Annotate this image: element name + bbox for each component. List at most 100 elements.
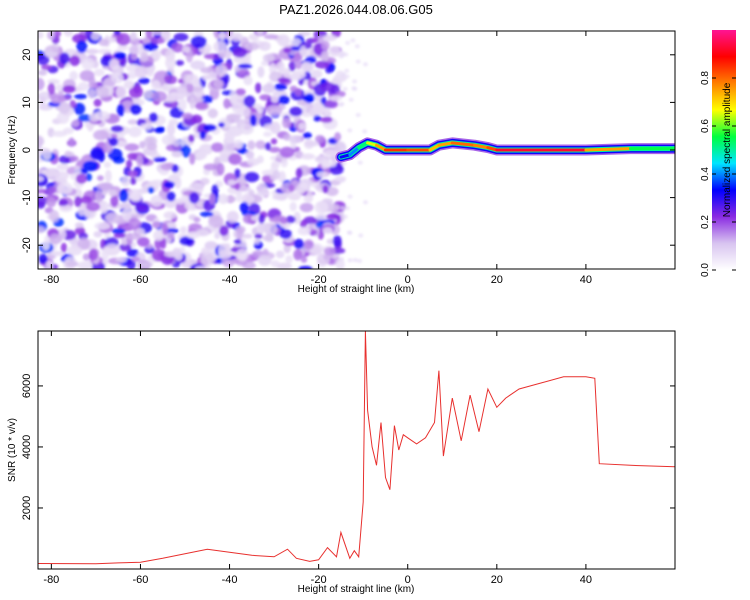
heatmap-cell xyxy=(97,48,112,55)
heatmap-cell xyxy=(347,230,353,235)
heatmap-cell xyxy=(245,150,255,159)
heatmap-cell xyxy=(38,226,46,234)
heatmap-cell xyxy=(235,259,248,266)
heatmap-cell xyxy=(294,88,302,96)
heatmap-cell xyxy=(69,70,78,81)
heatmap-cell xyxy=(73,102,86,115)
heatmap-cell xyxy=(304,141,320,147)
heatmap-cell xyxy=(322,227,333,234)
heatmap-cell xyxy=(314,201,329,214)
heatmap-cell xyxy=(298,265,313,269)
heatmap-cell xyxy=(113,31,121,36)
heatmap-cell xyxy=(211,184,219,196)
heatmap-cell xyxy=(181,112,193,120)
heatmap-cell xyxy=(279,217,289,224)
heatmap-cell xyxy=(98,38,109,47)
heatmap-cell xyxy=(204,241,218,250)
heatmap-cell xyxy=(199,130,207,140)
heatmap-cell xyxy=(216,162,225,176)
heatmap-cell xyxy=(215,64,228,76)
x-tick-label: -20 xyxy=(311,274,327,286)
y-tick-label: 6000 xyxy=(21,374,33,398)
heatmap-cell xyxy=(239,180,247,188)
heatmap-cell xyxy=(78,114,93,122)
heatmap-cell xyxy=(127,152,138,161)
heatmap-cell xyxy=(355,113,361,117)
heatmap-cell xyxy=(354,44,360,49)
heatmap-cell xyxy=(196,229,210,237)
x-tick-label: -80 xyxy=(43,274,59,286)
heatmap-cell xyxy=(103,161,111,168)
heatmap-cell xyxy=(201,74,211,81)
heatmap-cell xyxy=(49,233,63,245)
heatmap-cell xyxy=(192,183,205,189)
heatmap-cell xyxy=(88,76,96,85)
heatmap-cell xyxy=(212,79,224,89)
heatmap-cell xyxy=(270,260,280,268)
heatmap-cell xyxy=(90,32,101,41)
heatmap-cell xyxy=(74,165,81,177)
heatmap-cell xyxy=(270,121,281,134)
heatmap-cell xyxy=(199,211,214,217)
heatmap-cell xyxy=(279,229,292,239)
heatmap-cell xyxy=(77,205,86,216)
heatmap-cell xyxy=(299,219,308,229)
heatmap-cell xyxy=(249,114,257,127)
heatmap-cell xyxy=(247,140,256,150)
heatmap-cell xyxy=(190,35,207,49)
heatmap-cell xyxy=(171,164,179,173)
heatmap-cell xyxy=(171,42,184,53)
heatmap-cell xyxy=(339,257,344,261)
heatmap-cell xyxy=(121,176,131,187)
heatmap-cell xyxy=(314,60,330,69)
heatmap-cell xyxy=(352,79,358,84)
heatmap-cell xyxy=(38,77,45,91)
heatmap-cell xyxy=(320,50,329,62)
heatmap-cell xyxy=(77,261,93,269)
heatmap-cell xyxy=(280,158,288,168)
y-tick-label: -20 xyxy=(21,237,33,253)
heatmap-cell xyxy=(226,113,242,120)
spectrogram-panel: -80 -60 -40 -20 0 20 40 -20 -10 0 10 20 Height of … xyxy=(7,30,676,295)
heatmap-cell xyxy=(88,88,96,99)
heatmap-cell xyxy=(168,119,179,126)
heatmap-cell xyxy=(134,65,148,78)
x-tick-label: -60 xyxy=(133,274,149,286)
heatmap-cell xyxy=(282,117,292,129)
heatmap-cell xyxy=(244,42,260,51)
heatmap-cell xyxy=(255,140,266,150)
heatmap-cell xyxy=(175,60,185,66)
heatmap-cell xyxy=(46,197,57,208)
heatmap-cell xyxy=(313,115,322,122)
heatmap-cell xyxy=(59,52,70,65)
heatmap-cell xyxy=(232,101,243,114)
heatmap-cell xyxy=(139,141,146,149)
heatmap-cell xyxy=(126,248,139,258)
heatmap-cell xyxy=(128,44,144,55)
colorbar-tick-label: 0.8 xyxy=(700,71,711,85)
heatmap-cell xyxy=(347,258,353,263)
heatmap-cell xyxy=(60,242,67,253)
heatmap-cell xyxy=(105,212,120,223)
heatmap-cell xyxy=(347,128,353,133)
heatmap-cell xyxy=(253,238,260,245)
heatmap-cell xyxy=(81,57,95,70)
heatmap-cell xyxy=(42,240,50,251)
heatmap-cell xyxy=(38,253,48,264)
heatmap-cell xyxy=(47,78,60,85)
heatmap-cell xyxy=(226,210,239,223)
heatmap-cell xyxy=(262,83,275,94)
x-tick-label: 0 xyxy=(405,574,411,586)
heatmap-cell xyxy=(165,222,177,229)
heatmap-cell xyxy=(322,34,337,42)
heatmap-cell xyxy=(38,69,48,76)
heatmap-cell xyxy=(116,104,125,117)
signal-track-segment xyxy=(584,147,632,152)
heatmap-cell xyxy=(235,88,246,96)
heatmap-cell xyxy=(114,51,126,60)
heatmap-cell xyxy=(38,188,47,194)
x-tick-label: 20 xyxy=(491,574,503,586)
heatmap-cell xyxy=(151,79,161,91)
heatmap-cell xyxy=(150,195,163,207)
